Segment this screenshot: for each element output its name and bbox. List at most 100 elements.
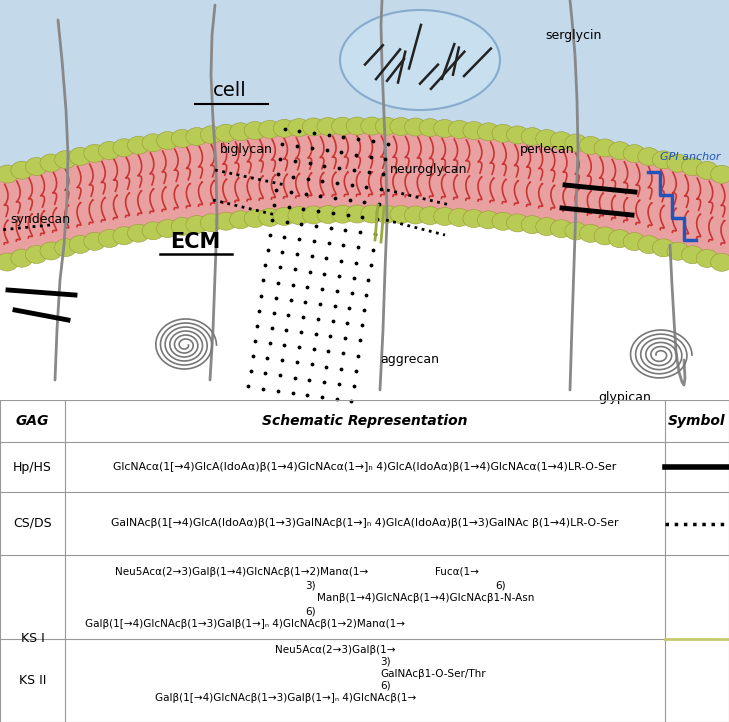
- Ellipse shape: [594, 227, 616, 245]
- Ellipse shape: [521, 128, 543, 146]
- Text: aggrecan: aggrecan: [380, 354, 439, 367]
- Ellipse shape: [682, 245, 703, 264]
- Text: ECM: ECM: [170, 232, 220, 252]
- Ellipse shape: [40, 154, 62, 172]
- Text: glypican: glypican: [599, 391, 652, 404]
- Ellipse shape: [463, 209, 485, 227]
- Ellipse shape: [157, 131, 179, 149]
- Ellipse shape: [507, 214, 529, 232]
- Ellipse shape: [26, 157, 47, 175]
- Text: perlecan: perlecan: [520, 144, 574, 157]
- Text: 3): 3): [305, 580, 316, 590]
- Text: Fucα(1→: Fucα(1→: [435, 567, 479, 577]
- Ellipse shape: [0, 165, 18, 183]
- Ellipse shape: [419, 118, 441, 136]
- Ellipse shape: [390, 206, 412, 224]
- Ellipse shape: [521, 216, 543, 234]
- Ellipse shape: [609, 142, 631, 160]
- Ellipse shape: [113, 139, 135, 157]
- Ellipse shape: [375, 117, 397, 135]
- Ellipse shape: [623, 144, 645, 162]
- Ellipse shape: [638, 147, 660, 165]
- Text: Manβ(1→4)GlcNAcβ(1→4)GlcNAcβ1-N-Asn: Manβ(1→4)GlcNAcβ(1→4)GlcNAcβ1-N-Asn: [317, 593, 534, 603]
- Ellipse shape: [711, 253, 729, 271]
- Text: serglycin: serglycin: [545, 28, 601, 41]
- Ellipse shape: [711, 165, 729, 183]
- Ellipse shape: [565, 134, 587, 152]
- Ellipse shape: [405, 118, 426, 136]
- Ellipse shape: [215, 124, 237, 142]
- Ellipse shape: [84, 144, 106, 162]
- Text: GlcNAcα(1[→4)GlcA(IdoAα)β(1→4)GlcNAcα(1→]ₙ 4)GlcA(IdoAα)β(1→4)GlcNAcα(1→4)LR-O-S: GlcNAcα(1[→4)GlcA(IdoAα)β(1→4)GlcNAcα(1→…: [114, 462, 617, 472]
- Text: CS/DS: CS/DS: [13, 517, 52, 530]
- Ellipse shape: [638, 235, 660, 253]
- Ellipse shape: [361, 117, 383, 135]
- Ellipse shape: [434, 207, 456, 225]
- Ellipse shape: [230, 211, 252, 229]
- Text: Hp/HS: Hp/HS: [13, 461, 52, 474]
- Ellipse shape: [259, 121, 281, 139]
- Ellipse shape: [230, 123, 252, 141]
- Ellipse shape: [696, 249, 718, 267]
- Ellipse shape: [11, 161, 33, 179]
- Text: 6): 6): [305, 606, 316, 616]
- Ellipse shape: [594, 139, 616, 157]
- Ellipse shape: [696, 162, 718, 180]
- Ellipse shape: [244, 209, 266, 227]
- Ellipse shape: [419, 206, 441, 225]
- Ellipse shape: [171, 217, 193, 235]
- Ellipse shape: [492, 212, 514, 230]
- Ellipse shape: [317, 118, 339, 136]
- Ellipse shape: [667, 155, 689, 173]
- Ellipse shape: [580, 136, 601, 155]
- Ellipse shape: [682, 157, 703, 175]
- Ellipse shape: [157, 219, 179, 238]
- Ellipse shape: [492, 124, 514, 142]
- Text: neuroglycan: neuroglycan: [390, 163, 467, 176]
- Ellipse shape: [98, 230, 120, 248]
- Ellipse shape: [507, 126, 529, 144]
- Ellipse shape: [55, 238, 77, 256]
- Ellipse shape: [128, 225, 149, 242]
- Ellipse shape: [580, 225, 601, 243]
- Ellipse shape: [652, 151, 674, 169]
- Ellipse shape: [259, 209, 281, 227]
- Ellipse shape: [171, 129, 193, 147]
- Text: KS I: KS I: [20, 632, 44, 645]
- Ellipse shape: [69, 147, 91, 165]
- Text: 3): 3): [380, 657, 391, 667]
- Ellipse shape: [550, 219, 572, 238]
- Ellipse shape: [303, 206, 324, 224]
- Polygon shape: [0, 0, 729, 182]
- Ellipse shape: [142, 222, 164, 240]
- Ellipse shape: [40, 242, 62, 260]
- Text: Schematic Representation: Schematic Representation: [262, 414, 468, 428]
- Ellipse shape: [332, 117, 354, 135]
- Ellipse shape: [448, 121, 470, 139]
- Ellipse shape: [652, 239, 674, 257]
- Ellipse shape: [609, 230, 631, 248]
- Ellipse shape: [113, 227, 135, 245]
- Ellipse shape: [69, 235, 91, 253]
- Text: Neu5Acα(2→3)Galβ(1→4)GlcNAcβ(1→2)Manα(1→: Neu5Acα(2→3)Galβ(1→4)GlcNAcβ(1→2)Manα(1→: [115, 567, 368, 577]
- Ellipse shape: [550, 131, 572, 149]
- Ellipse shape: [288, 118, 310, 136]
- Ellipse shape: [98, 142, 120, 160]
- Ellipse shape: [477, 123, 499, 141]
- Text: Symbol: Symbol: [668, 414, 726, 428]
- Ellipse shape: [361, 205, 383, 223]
- Ellipse shape: [667, 242, 689, 260]
- Ellipse shape: [565, 222, 587, 240]
- Ellipse shape: [623, 232, 645, 251]
- Polygon shape: [0, 132, 729, 258]
- Ellipse shape: [26, 245, 47, 264]
- Ellipse shape: [273, 119, 295, 137]
- Ellipse shape: [288, 206, 310, 225]
- Text: GPI anchor: GPI anchor: [660, 152, 720, 162]
- Ellipse shape: [536, 130, 558, 147]
- Ellipse shape: [200, 126, 222, 144]
- Ellipse shape: [142, 134, 164, 152]
- Text: KS II: KS II: [19, 674, 46, 687]
- Ellipse shape: [477, 211, 499, 229]
- Text: cell: cell: [213, 80, 247, 100]
